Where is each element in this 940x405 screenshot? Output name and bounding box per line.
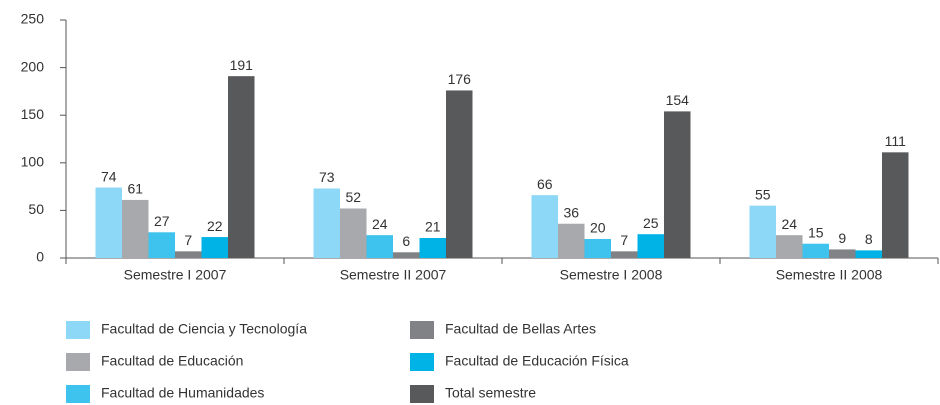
- legend-swatch: [66, 353, 90, 371]
- bar: [393, 252, 420, 258]
- value-label: 8: [865, 231, 873, 247]
- bar: [95, 187, 122, 258]
- value-label: 15: [808, 224, 824, 240]
- bar: [749, 205, 776, 258]
- legend-label: Facultad de Bellas Artes: [445, 321, 596, 337]
- bar: [531, 195, 558, 258]
- legend-swatch: [410, 353, 434, 371]
- value-label: 24: [781, 216, 797, 232]
- value-label: 6: [402, 233, 410, 249]
- bar: [664, 111, 691, 258]
- bar: [637, 234, 664, 258]
- bar: [829, 249, 856, 258]
- y-tick-label: 200: [21, 58, 45, 74]
- value-label: 154: [666, 92, 690, 108]
- legend-label: Facultad de Educación: [101, 353, 243, 369]
- y-tick-label: 250: [21, 11, 45, 27]
- value-label: 22: [207, 218, 223, 234]
- value-label: 52: [345, 189, 361, 205]
- value-label: 7: [620, 232, 628, 248]
- y-tick-label: 150: [21, 106, 45, 122]
- x-tick-label: Semestre I 2008: [560, 267, 663, 283]
- x-tick-label: Semestre II 2008: [776, 267, 883, 283]
- value-label: 25: [643, 215, 659, 231]
- bar: [882, 152, 909, 258]
- bar: [611, 251, 638, 258]
- value-label: 7: [184, 232, 192, 248]
- value-label: 20: [590, 220, 606, 236]
- y-tick-label: 0: [36, 249, 44, 265]
- value-label: 36: [563, 204, 579, 220]
- value-label: 61: [127, 181, 143, 197]
- bar: [446, 90, 473, 258]
- bar: [855, 250, 882, 258]
- value-label: 176: [448, 71, 472, 87]
- bar: [340, 208, 367, 258]
- x-tick-label: Semestre II 2007: [340, 267, 447, 283]
- value-label: 55: [755, 186, 771, 202]
- y-tick-label: 50: [28, 201, 44, 217]
- value-label: 73: [319, 169, 335, 185]
- bar: [802, 243, 829, 258]
- bar: [148, 232, 175, 258]
- bar: [122, 199, 149, 258]
- x-tick-label: Semestre I 2007: [124, 267, 227, 283]
- bar: [201, 237, 228, 258]
- bar: [558, 223, 585, 258]
- value-label: 24: [372, 216, 388, 232]
- legend-swatch: [66, 321, 90, 339]
- legend-swatch: [410, 385, 434, 403]
- value-label: 191: [230, 57, 254, 73]
- bar: [313, 188, 340, 258]
- legend-label: Total semestre: [445, 385, 536, 401]
- legend-label: Facultad de Educación Física: [445, 353, 629, 369]
- value-label: 74: [101, 168, 117, 184]
- legend-swatch: [410, 321, 434, 339]
- legend-label: Facultad de Humanidades: [101, 385, 264, 401]
- bar: [419, 238, 446, 258]
- value-label: 66: [537, 176, 553, 192]
- y-tick-label: 100: [21, 154, 45, 170]
- value-label: 21: [425, 219, 441, 235]
- bar: [228, 76, 255, 258]
- bar: [175, 251, 202, 258]
- legend-swatch: [66, 385, 90, 403]
- legend-label: Facultad de Ciencia y Tecnología: [101, 321, 307, 337]
- bar: [366, 235, 393, 258]
- value-label: 111: [885, 133, 906, 149]
- value-label: 9: [838, 230, 846, 246]
- bar: [776, 235, 803, 258]
- value-label: 27: [154, 213, 170, 229]
- bar: [584, 238, 611, 258]
